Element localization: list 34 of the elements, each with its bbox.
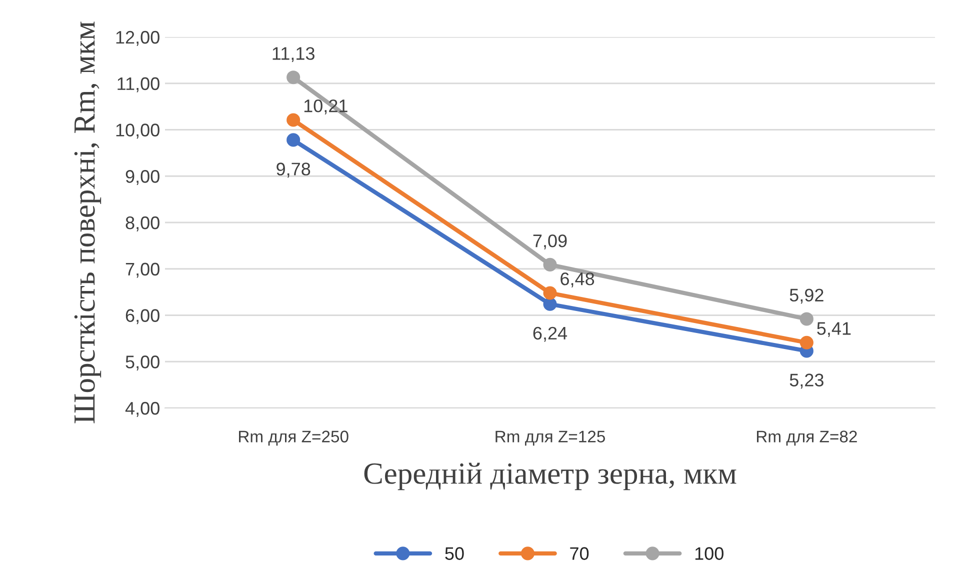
x-tick-label: Rm для Z=82 bbox=[756, 430, 857, 446]
y-tick-label: 12,00 bbox=[116, 30, 160, 46]
data-label: 9,78 bbox=[276, 162, 310, 178]
data-label: 11,13 bbox=[272, 47, 314, 62]
y-tick-label: 8,00 bbox=[126, 216, 160, 232]
legend-label: 70 bbox=[570, 547, 589, 560]
legend-label: 100 bbox=[695, 547, 724, 560]
point bbox=[286, 113, 300, 127]
data-label: 10,21 bbox=[304, 99, 348, 114]
point bbox=[800, 336, 814, 350]
data-label: 5,92 bbox=[790, 288, 824, 304]
point bbox=[543, 286, 557, 300]
x-axis-title: Середній діаметр зерна, мкм bbox=[364, 462, 736, 490]
y-tick-label: 6,00 bbox=[126, 309, 160, 324]
data-label: 6,24 bbox=[533, 326, 568, 342]
y-axis-title: Шорсткість поверхні, Rm, мкм bbox=[74, 22, 102, 424]
y-tick-label: 9,00 bbox=[126, 170, 160, 185]
x-tick-label: Rm для Z=250 bbox=[239, 430, 348, 446]
point bbox=[543, 297, 557, 311]
data-label: 6,48 bbox=[560, 272, 594, 288]
y-tick-label: 4,00 bbox=[125, 402, 160, 417]
y-tick-label: 7,00 bbox=[126, 262, 160, 278]
y-tick-label: 10,00 bbox=[116, 124, 160, 139]
data-label: 5,41 bbox=[817, 322, 851, 338]
legend-label: 50 bbox=[445, 547, 464, 560]
point bbox=[286, 70, 300, 84]
point bbox=[800, 312, 814, 326]
point bbox=[543, 258, 557, 272]
data-label: 5,23 bbox=[790, 374, 824, 389]
y-tick-label: 11,00 bbox=[118, 77, 160, 92]
data-label: 7,09 bbox=[533, 234, 567, 250]
x-tick-label: Rm для Z=125 bbox=[496, 430, 605, 446]
point bbox=[286, 133, 300, 147]
y-tick-label: 5,00 bbox=[126, 356, 160, 370]
